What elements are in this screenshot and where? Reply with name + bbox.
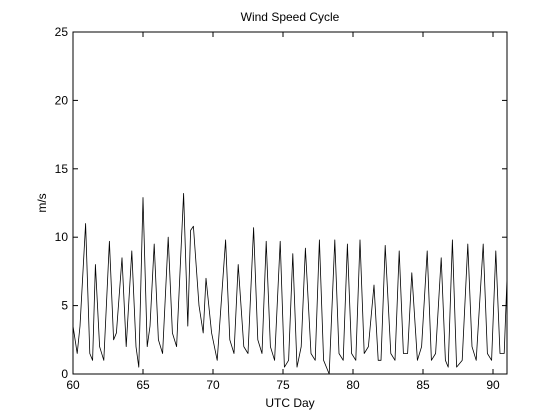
y-tick-label: 15: [55, 162, 69, 176]
y-tick-label: 5: [61, 299, 68, 313]
y-tick-label: 20: [55, 93, 69, 107]
plot-frame: [72, 31, 508, 375]
y-tick-label: 25: [55, 25, 69, 39]
data-line: [72, 193, 508, 375]
y-tick-label: 0: [61, 367, 68, 381]
x-tick-label: 70: [206, 378, 220, 392]
x-tick-label: 65: [136, 378, 150, 392]
x-tick-label: 90: [486, 378, 500, 392]
y-tick-label: 10: [55, 230, 69, 244]
x-tick-label: 85: [416, 378, 430, 392]
chart-title: Wind Speed Cycle: [241, 10, 340, 24]
x-tick-label: 80: [346, 378, 360, 392]
x-tick-label: 75: [276, 378, 290, 392]
x-tick-label: 60: [66, 378, 80, 392]
x-axis-label: UTC Day: [265, 396, 314, 410]
y-axis-label: m/s: [35, 193, 49, 212]
